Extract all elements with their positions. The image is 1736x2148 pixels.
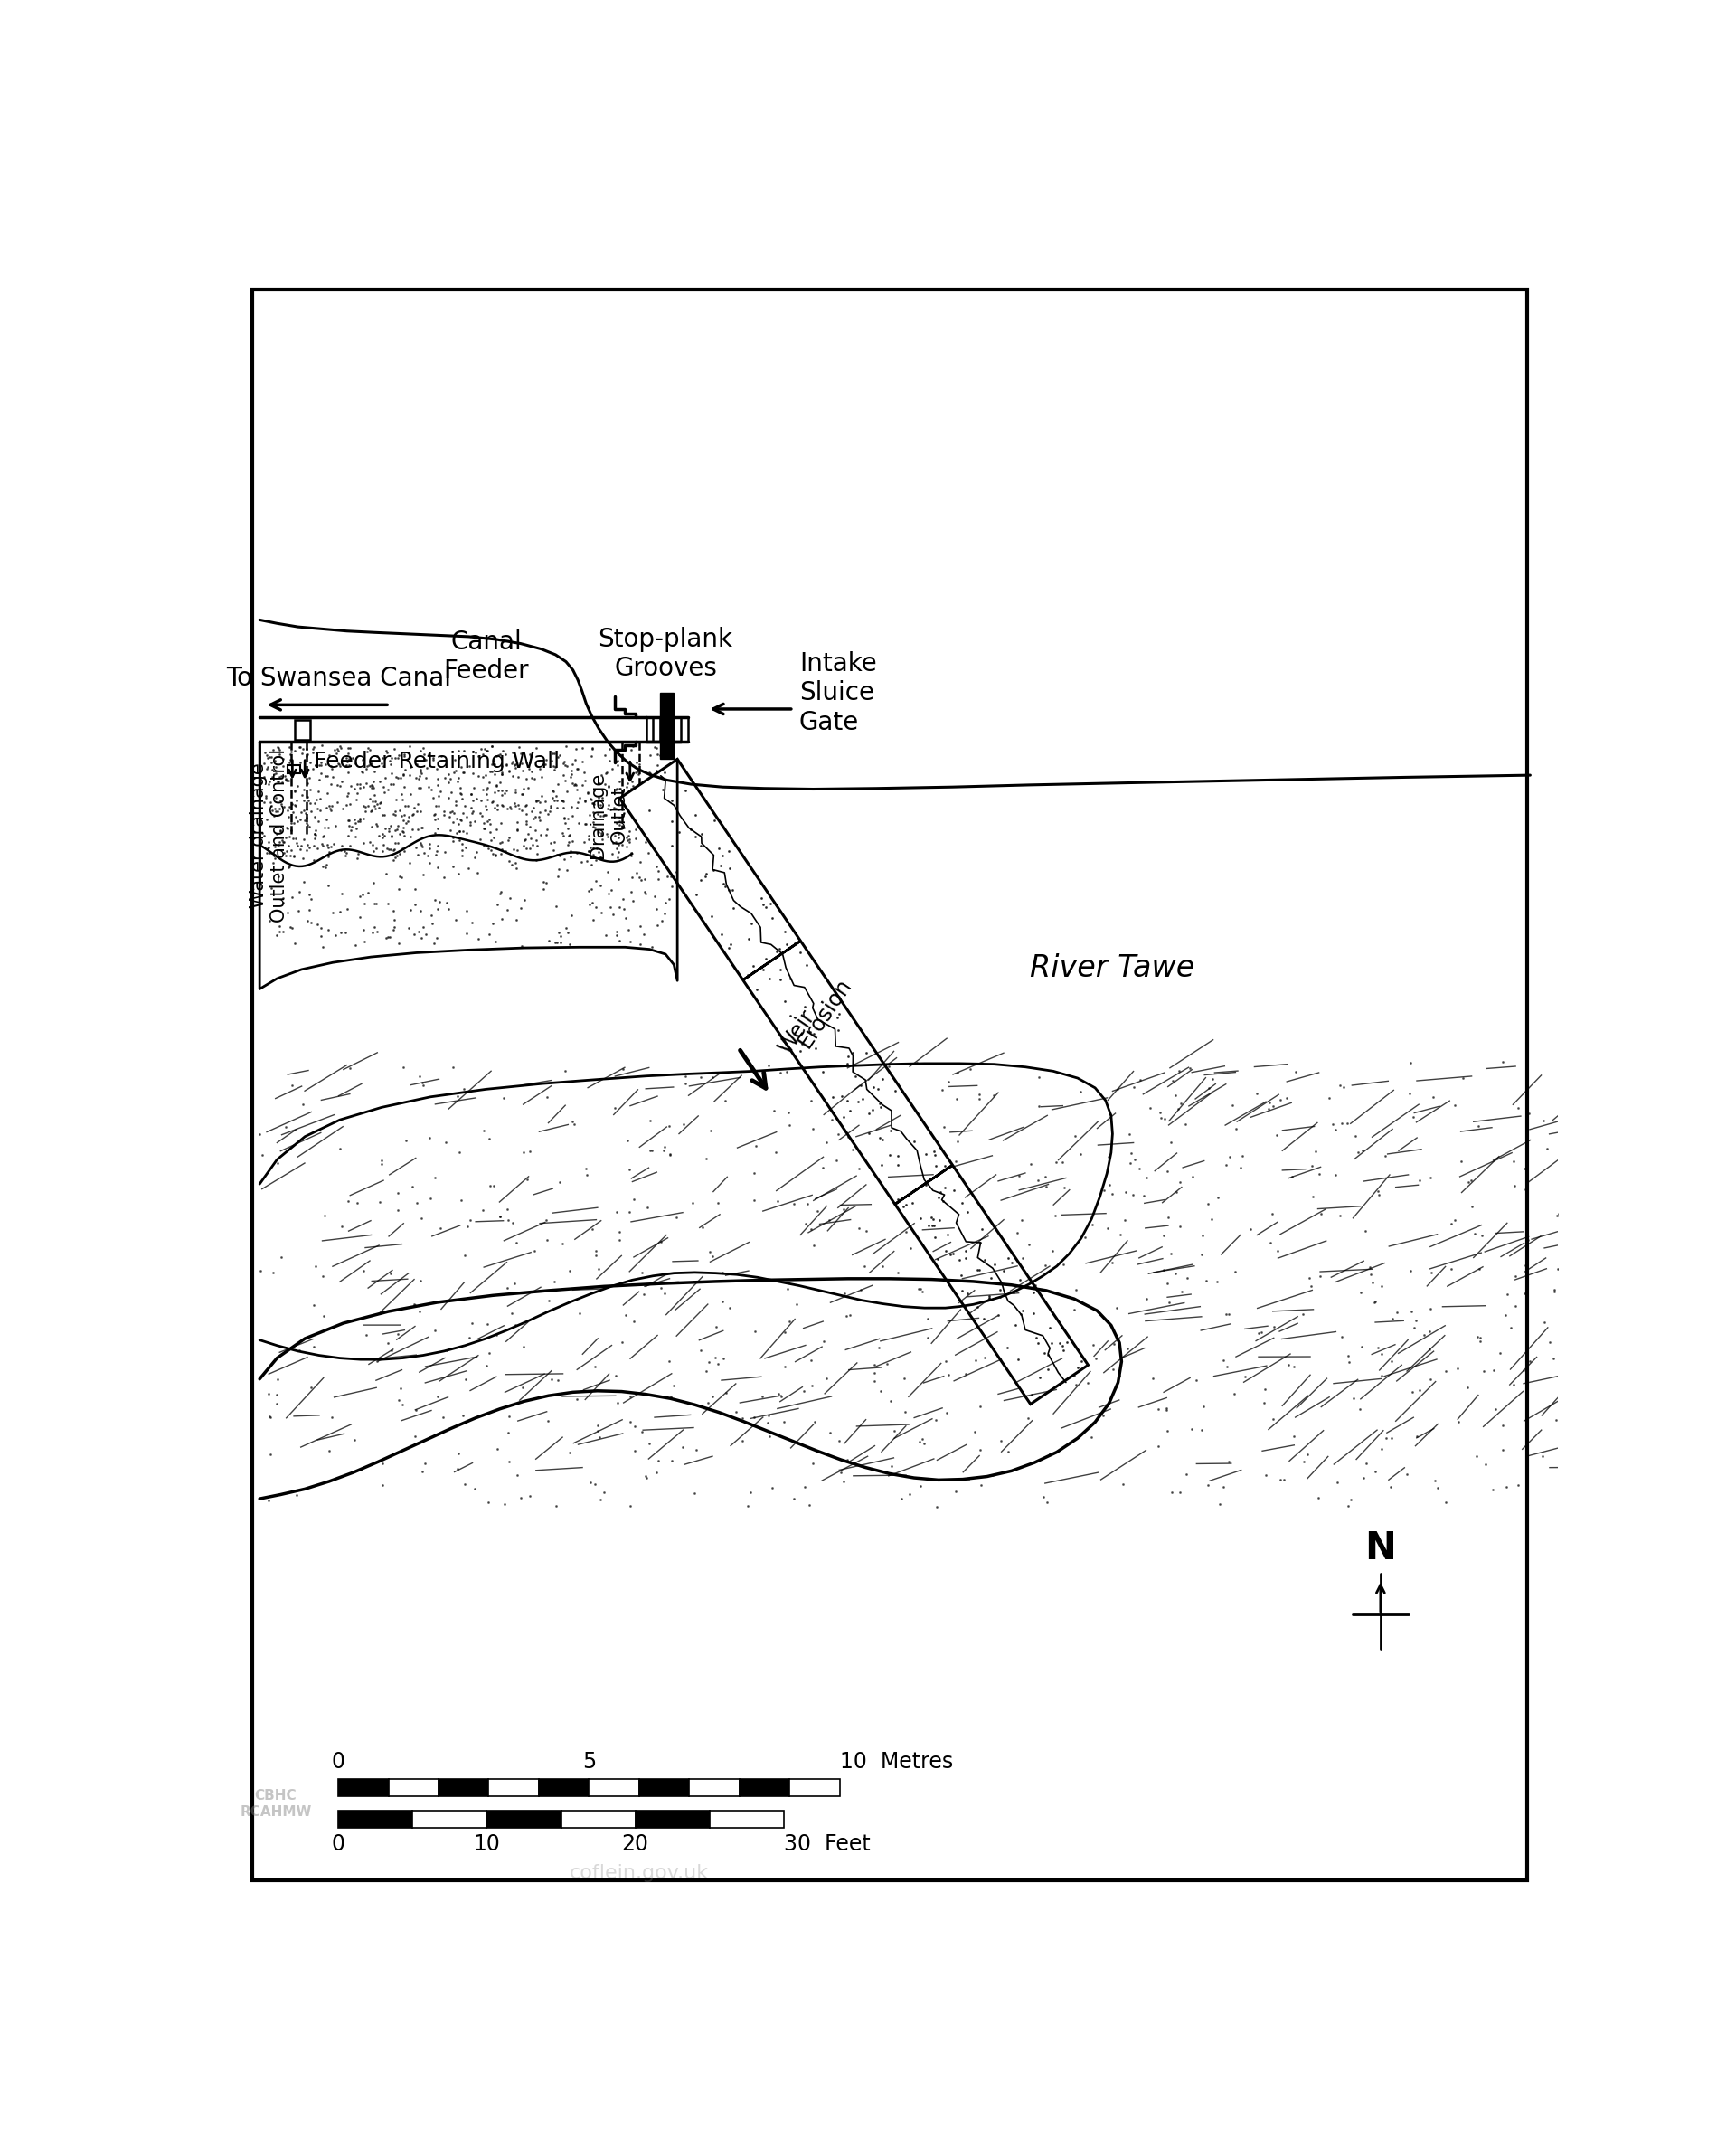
Text: 20: 20: [621, 1832, 649, 1854]
Text: CBHC
RCAHMW: CBHC RCAHMW: [240, 1789, 311, 1819]
Text: 10: 10: [474, 1832, 500, 1854]
Text: 5: 5: [582, 1751, 595, 1772]
Bar: [589, 1779, 639, 1796]
Bar: [295, 720, 309, 739]
Bar: [561, 1811, 635, 1828]
Bar: [660, 694, 674, 758]
Polygon shape: [896, 1164, 953, 1205]
Bar: [790, 1779, 840, 1796]
Bar: [288, 765, 300, 773]
Text: Weir: Weir: [774, 1005, 819, 1057]
Text: 0: 0: [332, 1751, 345, 1772]
Text: 0: 0: [332, 1832, 345, 1854]
Bar: [439, 1779, 490, 1796]
Text: Erosion: Erosion: [793, 975, 856, 1053]
Bar: [339, 1811, 413, 1828]
Bar: [710, 1811, 785, 1828]
Bar: [639, 1779, 689, 1796]
Bar: [538, 1779, 589, 1796]
Bar: [740, 1779, 790, 1796]
Polygon shape: [620, 758, 1088, 1405]
Text: Intake
Sluice
Gate: Intake Sluice Gate: [799, 651, 877, 735]
Bar: [486, 1811, 561, 1828]
Bar: [413, 1811, 486, 1828]
Text: 30  Feet: 30 Feet: [785, 1832, 870, 1854]
Text: Drainage
Outlet: Drainage Outlet: [589, 771, 628, 857]
Text: Canal
Feeder: Canal Feeder: [443, 629, 529, 683]
Bar: [389, 1779, 439, 1796]
Text: To Swansea Canal: To Swansea Canal: [226, 666, 451, 692]
Polygon shape: [743, 941, 800, 979]
Bar: [689, 1779, 740, 1796]
Bar: [339, 1779, 389, 1796]
Text: 10  Metres: 10 Metres: [840, 1751, 953, 1772]
Text: Stop-plank
Grooves: Stop-plank Grooves: [599, 627, 733, 681]
Text: coflein.gov.uk: coflein.gov.uk: [569, 1864, 708, 1882]
Text: River Tawe: River Tawe: [1029, 954, 1194, 984]
Bar: [490, 1779, 538, 1796]
Text: Water drainage
Outlet and Control: Water drainage Outlet and Control: [250, 750, 288, 924]
Text: N: N: [1364, 1529, 1396, 1568]
Text: Feeder Retaining Wall: Feeder Retaining Wall: [314, 752, 561, 773]
Bar: [635, 1811, 710, 1828]
